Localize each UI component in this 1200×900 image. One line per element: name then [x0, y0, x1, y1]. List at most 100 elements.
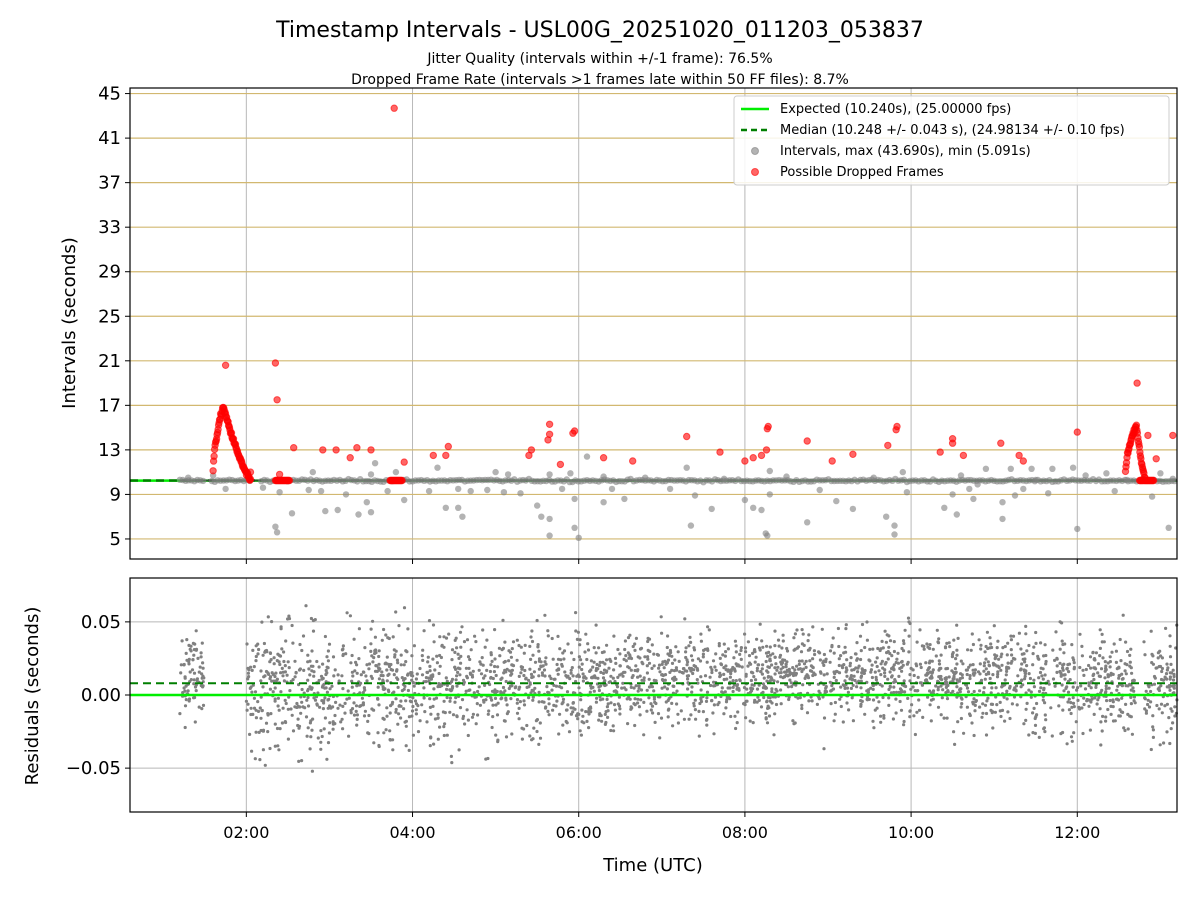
- residual-point: [812, 649, 817, 653]
- residual-point: [1010, 653, 1014, 657]
- residual-point: [915, 664, 919, 668]
- dropped-frame-point: [210, 452, 218, 460]
- residual-point: [1024, 707, 1028, 711]
- residual-point: [390, 668, 395, 672]
- interval-point: [571, 495, 578, 503]
- residual-point: [362, 686, 366, 690]
- residual-point: [613, 656, 618, 661]
- residual-point: [1070, 739, 1074, 743]
- residual-point: [322, 682, 326, 686]
- interval-point: [425, 487, 433, 495]
- interval-point: [903, 489, 911, 496]
- residual-point: [756, 663, 760, 667]
- residual-point: [679, 709, 683, 713]
- residual-point: [1055, 664, 1059, 668]
- residual-point: [646, 639, 650, 644]
- residual-point: [984, 672, 988, 677]
- residual-point: [927, 666, 931, 671]
- residual-point: [448, 710, 452, 714]
- residual-point: [947, 641, 951, 645]
- residual-point: [361, 691, 365, 695]
- residual-point: [400, 689, 404, 693]
- residual-point: [626, 722, 630, 726]
- residual-point: [502, 719, 506, 723]
- residual-point: [1043, 730, 1047, 734]
- dropped-frame-point: [545, 430, 554, 438]
- residual-point: [497, 646, 501, 650]
- residual-point: [1104, 715, 1108, 719]
- residual-point: [597, 718, 601, 722]
- residual-point: [781, 633, 785, 637]
- legend-median-label: Median (10.248 +/- 0.043 s), (24.98134 +…: [780, 123, 1125, 138]
- residual-point: [1162, 741, 1166, 745]
- residual-point: [959, 696, 963, 700]
- residual-point: [767, 665, 772, 670]
- residual-point: [857, 679, 861, 683]
- residual-point: [908, 715, 912, 719]
- residual-point: [882, 716, 886, 720]
- residual-point: [538, 736, 543, 740]
- interval-point: [546, 532, 553, 539]
- residual-point: [201, 666, 205, 670]
- residual-point: [1061, 642, 1065, 647]
- residual-point: [1091, 650, 1095, 654]
- residual-point: [605, 669, 609, 673]
- residual-point: [906, 660, 910, 665]
- residual-point: [499, 697, 503, 701]
- residual-point: [754, 655, 758, 659]
- residual-point: [299, 711, 303, 715]
- residual-point: [183, 676, 187, 680]
- residual-point: [331, 722, 335, 726]
- residual-point: [251, 683, 255, 687]
- residual-point: [880, 659, 885, 664]
- residual-point: [309, 616, 313, 621]
- residual-point: [998, 700, 1002, 705]
- residual-point: [663, 673, 668, 677]
- residual-point: [569, 668, 573, 672]
- residual-point: [1051, 648, 1055, 652]
- residual-point: [795, 664, 799, 668]
- residual-point: [825, 672, 829, 676]
- residual-point: [749, 687, 753, 691]
- residual-point: [539, 664, 543, 668]
- x-tick-label: 08:00: [722, 823, 768, 842]
- residual-point: [781, 665, 785, 670]
- residual-point: [395, 658, 399, 662]
- residual-point: [1109, 712, 1113, 717]
- residual-point: [871, 683, 875, 687]
- residual-point: [1005, 667, 1009, 671]
- residual-point: [1167, 685, 1171, 689]
- residual-point: [186, 689, 190, 693]
- residual-point: [652, 652, 656, 656]
- residual-point: [301, 634, 306, 638]
- residual-point: [892, 668, 896, 672]
- residual-point: [636, 668, 640, 672]
- residual-point: [545, 685, 549, 689]
- residual-point: [1042, 688, 1046, 692]
- residual-point: [585, 657, 589, 662]
- residual-point: [311, 717, 315, 721]
- residual-point: [1144, 711, 1148, 715]
- residual-point: [736, 710, 740, 714]
- residual-point: [983, 703, 988, 707]
- residual-point: [1160, 711, 1164, 715]
- residual-point: [667, 707, 671, 711]
- residual-point: [278, 727, 282, 731]
- residual-point: [343, 701, 347, 706]
- intervals-points: [176, 104, 1178, 541]
- residual-point: [977, 638, 981, 642]
- residual-point: [1128, 660, 1132, 664]
- residual-point: [926, 671, 930, 676]
- residual-point: [831, 636, 835, 640]
- residual-point: [1168, 741, 1172, 746]
- residual-point: [765, 721, 770, 725]
- residual-point: [598, 660, 602, 665]
- residual-point: [326, 649, 330, 653]
- residual-point: [297, 759, 301, 764]
- residual-point: [1165, 702, 1169, 706]
- interval-point: [455, 485, 462, 493]
- residual-point: [945, 716, 949, 720]
- residual-point: [860, 622, 865, 627]
- residual-point: [899, 708, 904, 712]
- dropped-frame-point: [527, 446, 536, 454]
